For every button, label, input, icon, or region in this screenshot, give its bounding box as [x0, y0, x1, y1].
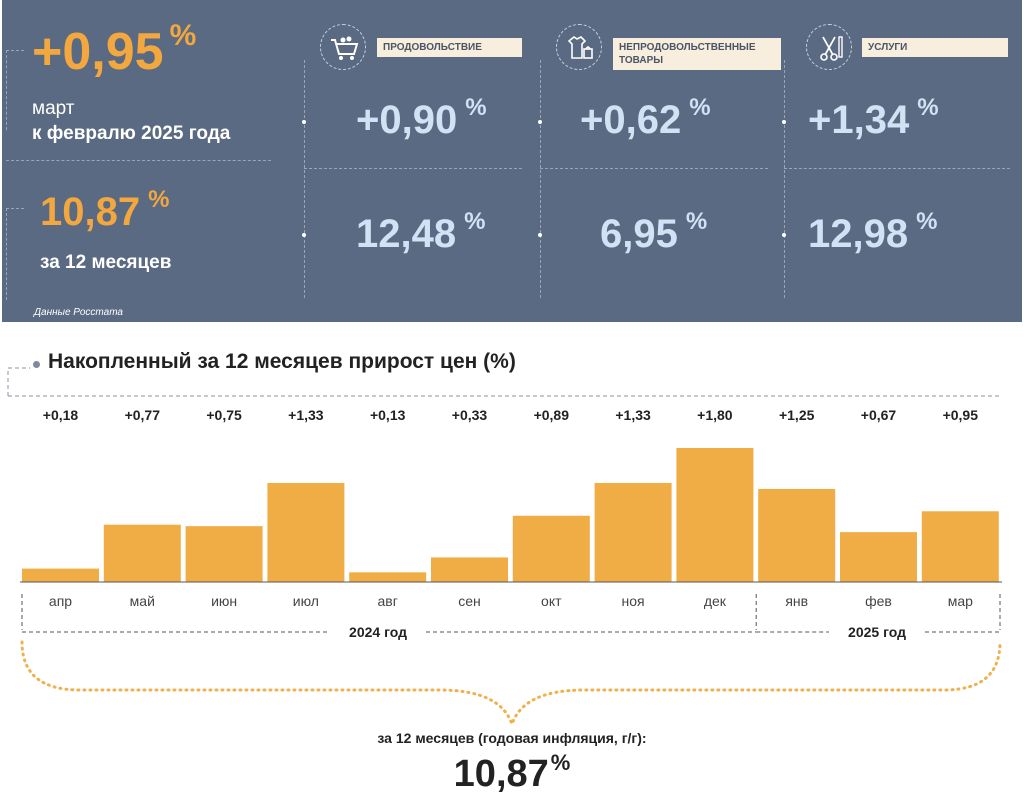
value-label-авг: +0,13: [370, 407, 406, 423]
marker-dot: [782, 233, 786, 237]
bar-дек: [676, 448, 754, 582]
value-label-окт: +0,89: [534, 407, 570, 423]
marker-dot: [302, 120, 306, 124]
category-label-non-food: НЕПРОДОВОЛЬСТВЕННЫЕ ТОВАРЫ: [613, 38, 781, 70]
month-label-сен: сен: [458, 593, 481, 609]
value-label-ноя: +1,33: [615, 407, 651, 423]
bar-янв: [758, 488, 836, 582]
services-monthly-value: +1,34%: [808, 94, 939, 142]
divider: [304, 168, 522, 169]
month-label-окт: окт: [541, 593, 562, 609]
bar-май: [103, 524, 181, 582]
month-label-мар: мар: [948, 593, 973, 609]
divider: [540, 168, 768, 169]
monthly-caption-line1: март: [32, 98, 75, 119]
monthly-inflation-value: +0,95%: [32, 19, 197, 81]
month-label-янв: янв: [785, 593, 808, 609]
divider: [6, 208, 24, 209]
bar-окт: [512, 515, 590, 582]
divider: [784, 60, 785, 298]
month-label-ноя: ноя: [622, 593, 645, 609]
value-label-сен: +0,33: [452, 407, 488, 423]
month-label-июл: июл: [293, 593, 319, 609]
month-label-апр: апр: [49, 593, 72, 609]
month-label-авг: авг: [378, 593, 398, 609]
bar-фев: [840, 532, 917, 582]
divider: [6, 208, 7, 300]
value-label-мар: +0,95: [943, 407, 979, 423]
bar-ноя: [594, 482, 672, 582]
value-label-июл: +1,33: [288, 407, 324, 423]
food-monthly-value: +0,90%: [356, 94, 487, 142]
inflation-summary-panel: +0,95% март к февралю 2025 года 10,87% з…: [2, 0, 1022, 322]
value-label-май: +0,77: [125, 407, 161, 423]
annual-inflation-total: 10,87%: [453, 750, 571, 795]
year-label: 2025 год: [848, 624, 906, 640]
month-label-май: май: [130, 593, 155, 609]
marker-dot: [538, 120, 542, 124]
value-label-апр: +0,18: [43, 407, 79, 423]
divider: [540, 60, 541, 298]
month-label-июн: июн: [211, 593, 237, 609]
title-bullet: [33, 361, 40, 368]
year-label: 2024 год: [349, 624, 407, 640]
divider: [6, 160, 271, 161]
category-label-food: ПРОДОВОЛЬСТВИЕ: [377, 38, 522, 57]
annual-inflation-caption: за 12 месяцев (годовая инфляция, г/г):: [377, 730, 647, 746]
divider: [6, 50, 7, 130]
value-label-дек: +1,80: [697, 407, 733, 423]
non-food-annual-value: 6,95%: [600, 208, 708, 256]
bar-мар: [921, 511, 999, 582]
month-label-фев: фев: [865, 593, 892, 609]
food-annual-value: 12,48%: [356, 208, 486, 256]
non-food-monthly-value: +0,62%: [580, 94, 711, 142]
services-annual-value: 12,98%: [808, 208, 938, 256]
marker-dot: [538, 233, 542, 237]
clothes-bag-icon: [556, 24, 602, 70]
bar-авг: [349, 572, 427, 582]
value-label-июн: +0,75: [206, 407, 242, 423]
bar-июл: [267, 482, 345, 582]
chart-title: Накопленный за 12 месяцев прирост цен (%…: [48, 350, 516, 373]
value-label-янв: +1,25: [779, 407, 815, 423]
value-label-фев: +0,67: [861, 407, 897, 423]
shopping-cart-icon: [320, 24, 366, 70]
source-note: Данные Росстата: [34, 307, 123, 318]
annual-brace: [20, 640, 1002, 729]
month-label-дек: дек: [704, 593, 727, 609]
scissors-comb-icon: [806, 24, 852, 70]
divider: [784, 168, 1010, 169]
category-label-services: УСЛУГИ: [862, 38, 1008, 57]
divider: [6, 50, 24, 51]
title-bracket: [7, 367, 30, 396]
marker-dot: [302, 233, 306, 237]
annual-inflation-value: 10,87%: [40, 186, 170, 234]
divider: [304, 60, 305, 298]
bar-апр: [22, 568, 99, 582]
monthly-caption-line2: к февралю 2025 года: [32, 123, 231, 144]
marker-dot: [782, 120, 786, 124]
annual-caption: за 12 месяцев: [40, 252, 172, 273]
bar-сен: [431, 557, 508, 582]
bar-июн: [185, 526, 263, 582]
